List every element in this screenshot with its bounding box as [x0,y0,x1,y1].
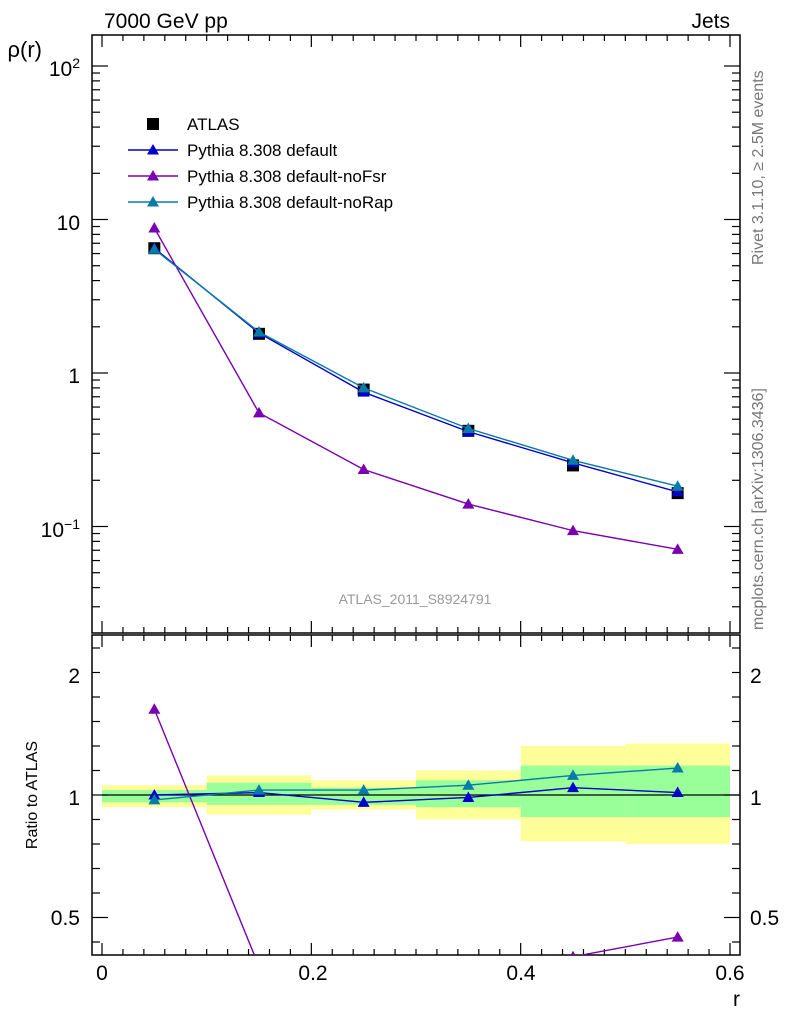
xtick-label-0: 0 [96,962,108,985]
legend-marker [147,144,159,155]
axis-ticks [92,35,740,955]
ratio-series-line [154,767,678,801]
mcplots-label: mcplots.cern.ch [arXiv:1306.3436] [750,388,767,630]
series-point [148,222,161,233]
legend-marker-atlas [147,118,159,130]
ratio-series-point [671,931,684,942]
legend-entry: Pythia 8.308 default-noRap [187,193,393,212]
series-point [357,463,370,475]
main-ylabel: ρ(r) [8,37,43,62]
ratio-ytick-1-right: 1 [750,787,762,810]
ratio-series-point [671,786,684,798]
series-point [462,422,475,433]
ratio-ytick-1-left: 1 [68,787,80,810]
x-axis-label: r [733,988,740,1011]
header-left: 7000 GeV pp [104,10,228,33]
ratio-series-point [148,793,161,805]
ratio-ylabel: Ratio to ATLAS [24,741,41,849]
xtick-label-0.4: 0.4 [506,962,536,985]
ratio-series-point [357,796,370,807]
series-line [153,247,678,493]
legend: ATLAS Pythia 8.308 default Pythia 8.308 de… [128,115,393,212]
ratio-series-line [153,708,678,955]
series-point [671,485,684,497]
ratio-series-point [570,950,576,955]
series-point [462,498,475,509]
ratio-series-point [462,779,475,790]
legend-marker [147,196,159,207]
ratio-series-line [154,786,678,804]
ytick-label-100: 102 [49,55,80,81]
ratio-ytick-0.5-left: 0.5 [51,907,80,930]
series-line [153,248,678,487]
ratio-series-point [462,791,475,802]
ratio-series-point [462,961,474,972]
xtick-label-0.2: 0.2 [298,962,327,985]
ratio-series-point [567,769,579,780]
ratio-ytick-2-left: 2 [68,665,80,688]
ratio-series [148,703,684,972]
series-point [253,325,265,337]
ratio-series-point [148,703,161,714]
legend-entry: ATLAS [187,115,240,134]
legend-marker [147,170,159,181]
header-right: Jets [691,10,730,33]
series-point [567,524,579,536]
ratio-ytick-0.5-right: 0.5 [750,907,779,930]
main-series [148,222,684,554]
ratio-series-point [253,784,265,795]
ytick-label-0.1: 10−1 [41,516,81,542]
ratio-series-point [358,961,370,972]
series-point [253,406,265,418]
ratio-series-point [253,961,265,972]
series-point [671,543,684,554]
analysis-label: ATLAS_2011_S8924791 [339,591,492,607]
ratio-series-point [357,784,370,795]
ytick-label-10: 10 [57,212,80,235]
series-point [148,243,161,254]
xtick-label-0.6: 0.6 [715,962,744,985]
series-point [357,381,370,393]
legend-entry: Pythia 8.308 default-noFsr [187,167,387,186]
rivet-label: Rivet 3.1.10, ≥ 2.5M events [750,70,767,265]
ratio-ytick-2-right: 2 [750,665,762,688]
series-point [567,454,579,465]
series-line [153,227,678,551]
ratio-series-point [567,781,579,793]
series-point [671,480,684,491]
legend-entry: Pythia 8.308 default [187,141,338,160]
ratio-series-point [671,762,684,773]
ytick-label-1: 1 [68,365,80,388]
